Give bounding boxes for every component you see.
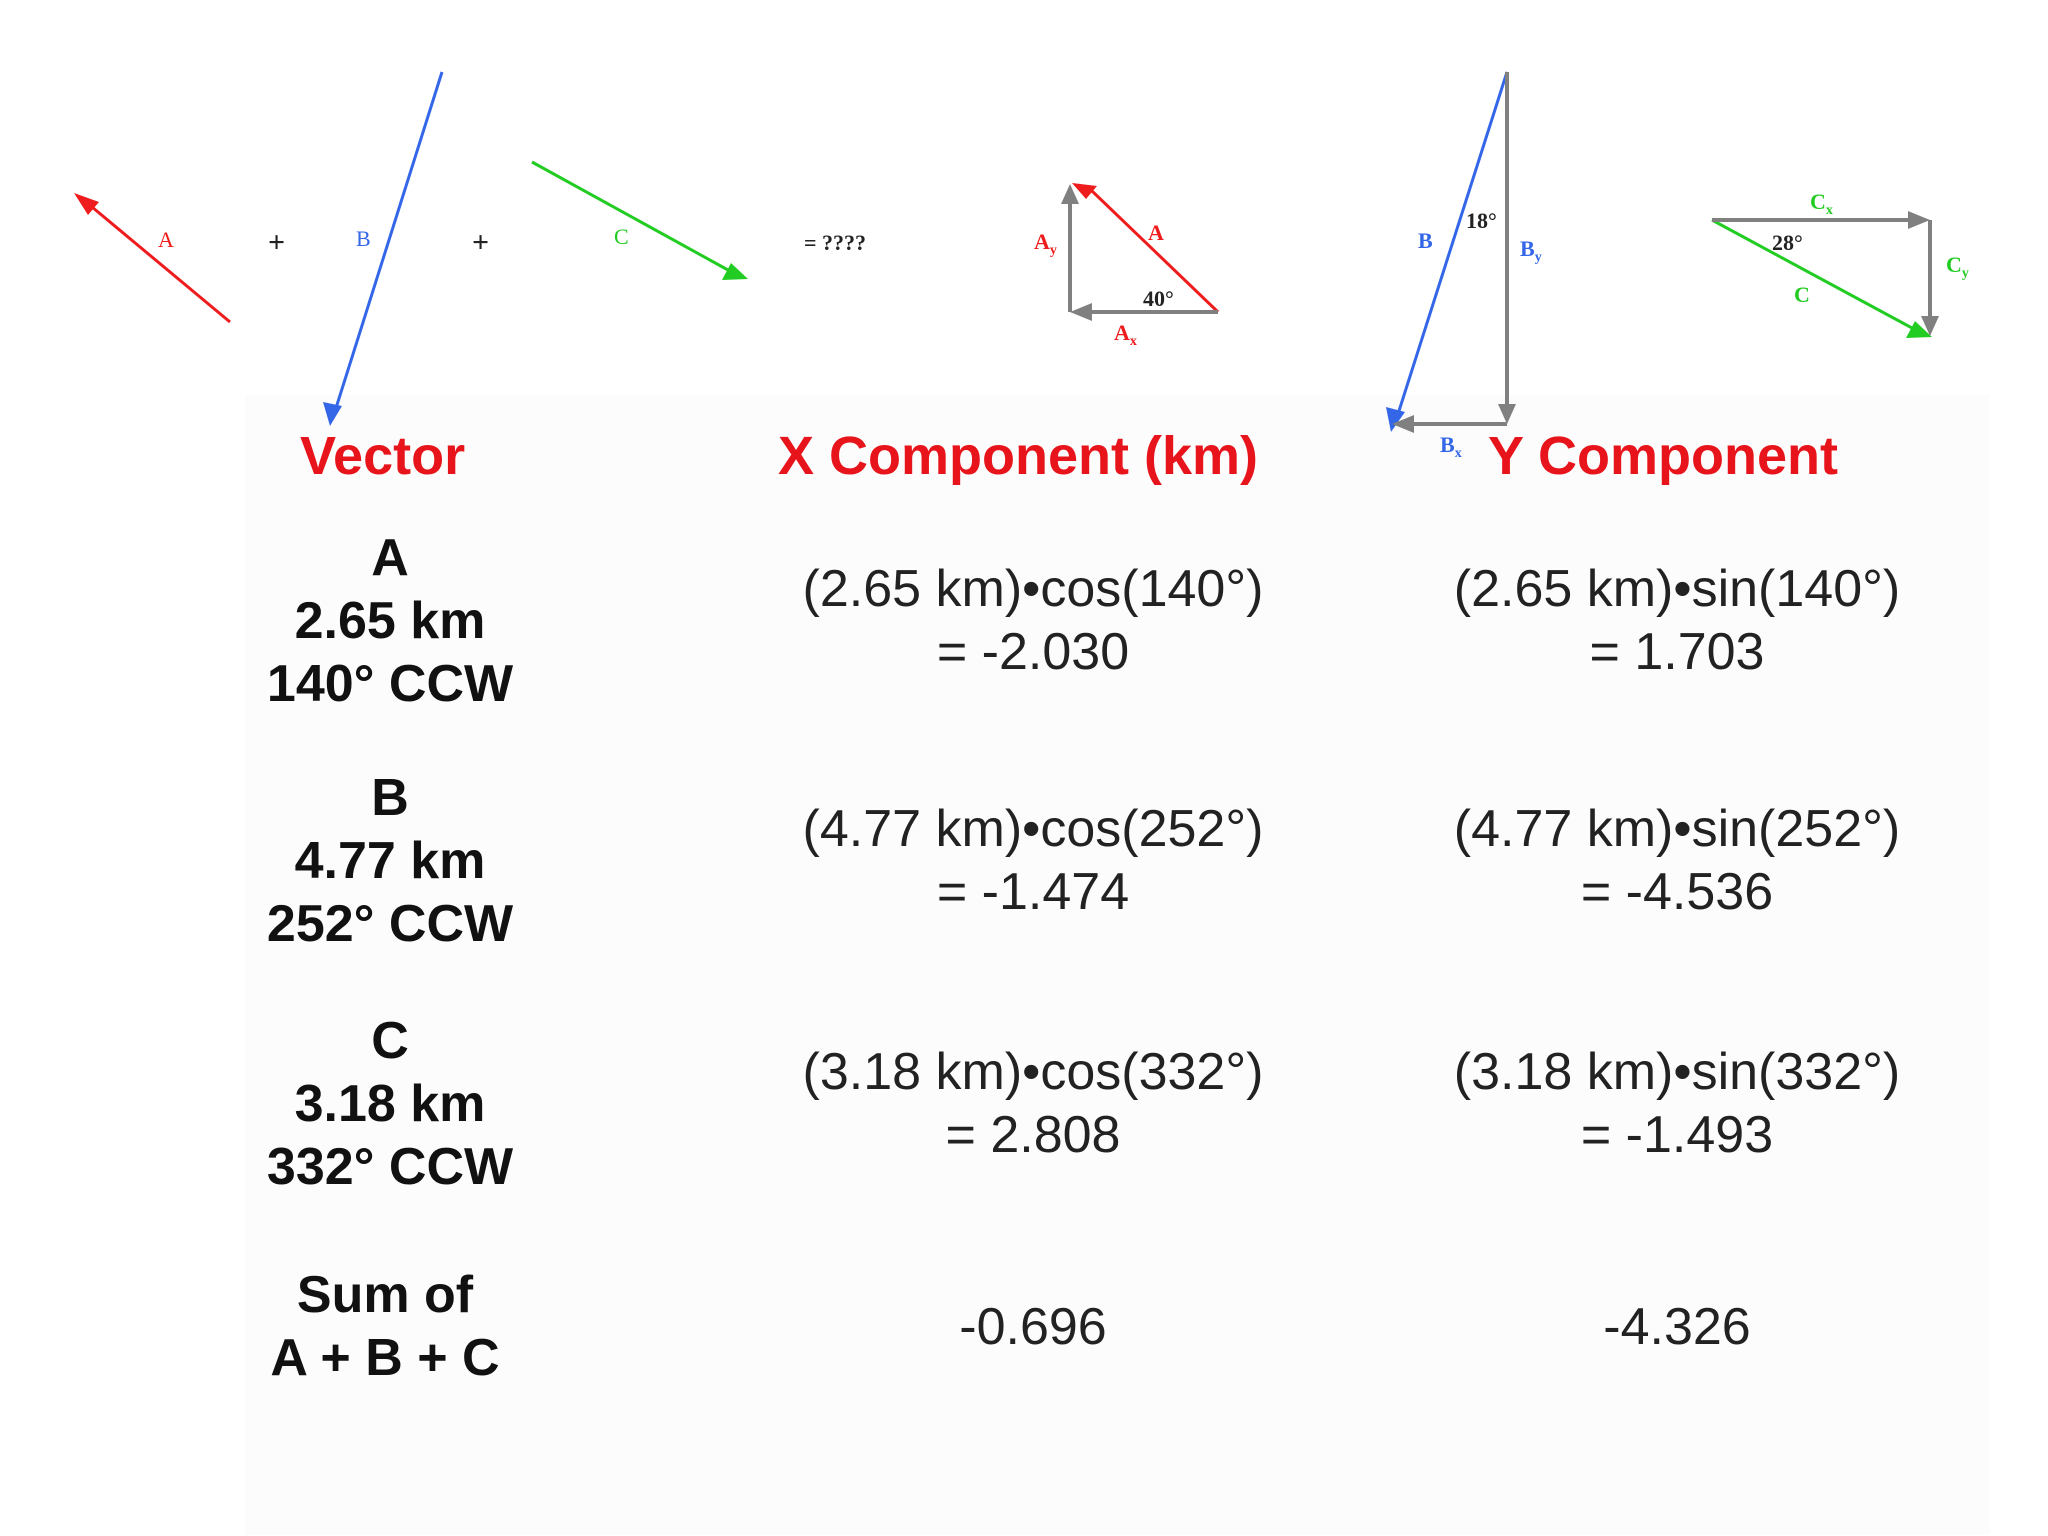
table-background — [245, 395, 1990, 1535]
sum-label-line1: Sum of — [296, 1266, 474, 1324]
row-b-x-component: (4.77 km)•cos(252°) = -1.474 — [733, 798, 1333, 924]
row-a-magnitude: 2.65 km — [294, 592, 486, 650]
row-a-x-value: = -2.030 — [936, 623, 1130, 681]
row-b-y-value: = -4.536 — [1580, 863, 1774, 921]
row-c-magnitude: 3.18 km — [294, 1075, 486, 1133]
vector-c-label: C — [614, 224, 629, 249]
triangle-c — [1711, 211, 1939, 338]
row-b-y-component: (4.77 km)•sin(252°) = -4.536 — [1377, 798, 1977, 924]
sum-x-value: -0.696 — [733, 1296, 1333, 1359]
triangle-b-x-label: Bx — [1440, 432, 1462, 461]
row-b-vector: B 4.77 km 252° CCW — [190, 767, 590, 956]
triangle-a-y-label: Ay — [1034, 229, 1057, 258]
triangle-b-angle-label: 18° — [1466, 208, 1497, 233]
row-a-y-formula: (2.65 km)•sin(140°) — [1453, 560, 1901, 618]
header-y-component: Y Component — [1488, 426, 1838, 486]
row-a-name: A — [371, 529, 409, 587]
row-a-angle: 140° CCW — [266, 655, 514, 713]
sum-y-value-text: -4.326 — [1603, 1298, 1751, 1356]
row-a-vector: A 2.65 km 140° CCW — [190, 527, 590, 716]
triangle-a-angle-label: 40° — [1143, 286, 1174, 311]
header-vector: Vector — [300, 426, 466, 486]
row-c-vector: C 3.18 km 332° CCW — [190, 1010, 590, 1199]
vector-a-arrow — [74, 193, 231, 324]
row-a-y-component: (2.65 km)•sin(140°) = 1.703 — [1377, 558, 1977, 684]
row-c-x-value: = 2.808 — [945, 1106, 1121, 1164]
plus-sign-2: + — [472, 226, 489, 259]
triangle-b — [1386, 71, 1516, 433]
vector-diagram: A + B + C = ???? A Ay Ax 40° B 18° By Bx — [74, 71, 1969, 461]
triangle-a-label: A — [1148, 220, 1164, 245]
plus-sign-1: + — [268, 226, 285, 259]
row-b-angle: 252° CCW — [266, 895, 514, 953]
triangle-c-angle-label: 28° — [1772, 230, 1803, 255]
triangle-b-label: B — [1418, 228, 1433, 253]
row-c-x-formula: (3.18 km)•cos(332°) — [802, 1043, 1264, 1101]
row-c-angle: 332° CCW — [266, 1138, 514, 1196]
vector-b-label: B — [356, 226, 371, 251]
vector-b-arrow — [323, 71, 444, 426]
sum-row-label: Sum of A + B + C — [185, 1264, 585, 1390]
triangle-c-label: C — [1794, 282, 1810, 307]
row-b-name: B — [371, 769, 409, 827]
triangle-b-y-label: By — [1520, 236, 1542, 265]
row-a-y-value: = 1.703 — [1589, 623, 1765, 681]
row-a-x-formula: (2.65 km)•cos(140°) — [802, 560, 1264, 618]
row-c-y-formula: (3.18 km)•sin(332°) — [1453, 1043, 1901, 1101]
vector-a-label: A — [158, 227, 174, 252]
sum-y-value: -4.326 — [1377, 1296, 1977, 1359]
equals-unknown-label: = ???? — [804, 230, 866, 255]
sum-label-line2: A + B + C — [270, 1329, 500, 1387]
sum-x-value-text: -0.696 — [959, 1298, 1107, 1356]
triangle-c-y-label: Cy — [1946, 252, 1969, 281]
row-c-x-component: (3.18 km)•cos(332°) = 2.808 — [733, 1041, 1333, 1167]
row-c-name: C — [371, 1012, 409, 1070]
row-c-y-component: (3.18 km)•sin(332°) = -1.493 — [1377, 1041, 1977, 1167]
triangle-c-x-label: Cx — [1810, 189, 1833, 218]
row-b-x-value: = -1.474 — [936, 863, 1130, 921]
triangle-a — [1061, 183, 1220, 321]
header-x-component: X Component (km) — [778, 426, 1258, 486]
row-b-x-formula: (4.77 km)•cos(252°) — [802, 800, 1264, 858]
row-a-x-component: (2.65 km)•cos(140°) = -2.030 — [733, 558, 1333, 684]
row-b-y-formula: (4.77 km)•sin(252°) — [1453, 800, 1901, 858]
row-b-magnitude: 4.77 km — [294, 832, 486, 890]
vector-c-arrow — [531, 160, 748, 280]
row-c-y-value: = -1.493 — [1580, 1106, 1774, 1164]
triangle-a-x-label: Ax — [1114, 320, 1137, 349]
